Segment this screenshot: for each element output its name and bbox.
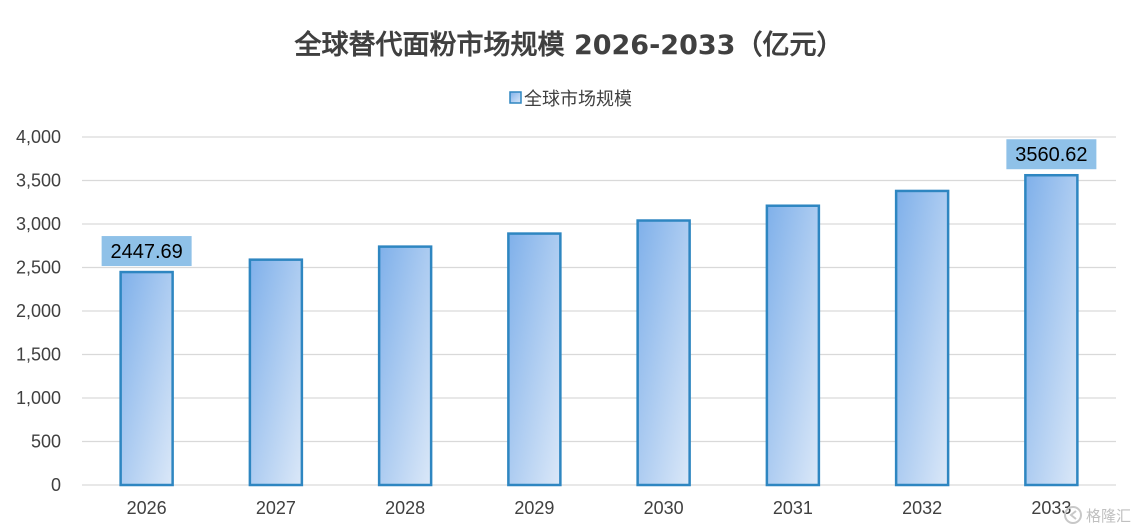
legend-swatch: [509, 91, 522, 104]
bar-2031: [765, 204, 821, 487]
bar-2026: [119, 270, 174, 487]
x-tick-label: 2027: [256, 498, 296, 518]
x-tick-label: 2032: [902, 498, 942, 518]
x-tick-label: 2026: [127, 498, 167, 518]
watermark-text: 格隆汇: [1086, 507, 1131, 525]
bar-2028: [377, 245, 433, 487]
legend: 全球市场规模: [509, 89, 632, 110]
x-tick-label: 2031: [773, 498, 813, 518]
bars: [119, 173, 1079, 487]
y-tick-label: 500: [31, 432, 61, 452]
x-tick-label: 2029: [514, 498, 554, 518]
y-tick-label: 1,500: [16, 345, 61, 365]
bar-2027: [248, 258, 304, 487]
y-tick-label: 2,000: [16, 301, 61, 321]
y-tick-label: 2,500: [16, 258, 61, 278]
x-axis-ticks: 2026 2027 2028 2029 2030 2031 2032 2033: [127, 498, 1072, 518]
data-label-box: [1006, 139, 1097, 170]
bar-2032: [894, 189, 950, 487]
bar-2029: [507, 232, 562, 487]
data-label-box: [101, 236, 192, 267]
bar-2030: [636, 219, 691, 487]
y-tick-label: 0: [51, 475, 61, 495]
y-axis-ticks: 0 500 1,000 1,500 2,000 2,500 3,000 3,500 4,000: [16, 127, 61, 495]
legend-entry: 全球市场规模: [524, 89, 632, 110]
gridlines: [82, 136, 1116, 486]
y-tick-label: 4,000: [16, 127, 61, 147]
x-tick-label: 2028: [385, 498, 425, 518]
y-tick-label: 3,500: [16, 171, 61, 191]
watermark: 格隆汇: [1064, 506, 1131, 525]
bar-2033: [1024, 173, 1079, 487]
data-label: 2447.69: [110, 241, 182, 263]
data-labels: 2447.69 3560.62: [101, 139, 1097, 267]
chart-title: 全球替代面粉市场规模 2026-2033（亿元）: [294, 29, 844, 61]
y-tick-label: 3,000: [16, 214, 61, 234]
watermark-logo-icon: [1064, 506, 1082, 524]
data-label: 3560.62: [1015, 144, 1087, 166]
x-tick-label: 2033: [1031, 498, 1071, 518]
x-tick-label: 2030: [644, 498, 684, 518]
y-tick-label: 1,000: [16, 388, 61, 408]
